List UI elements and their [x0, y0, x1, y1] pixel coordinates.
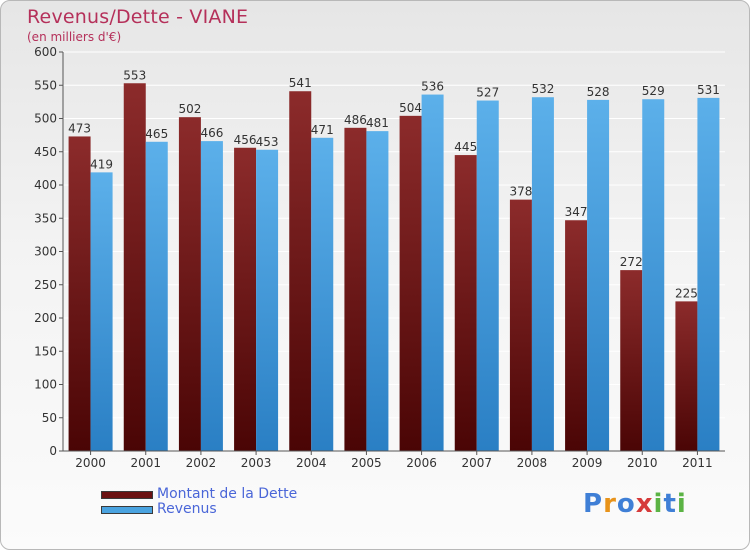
y-tick-label: 300 [34, 245, 57, 259]
bar-value-label: 225 [675, 286, 698, 300]
bar-value-label: 272 [620, 255, 643, 269]
bar-revenue-2008 [531, 97, 554, 451]
x-tick-label: 2007 [461, 456, 492, 470]
y-axis-ticks: 0 50 100 150 200 250 300 350 400 450 500 550 600 [34, 45, 57, 458]
bar-debt-2011 [675, 301, 698, 451]
logo-letter: x [635, 489, 654, 519]
logo-letter: t [663, 489, 677, 519]
legend-label-debt: Montant de la Dette [157, 486, 298, 502]
chart-grid [63, 51, 725, 452]
bar-value-label: 486 [344, 113, 367, 127]
bar-value-label: 481 [366, 116, 389, 130]
bar-value-label: 473 [68, 121, 91, 135]
bar-debt-2002 [178, 117, 201, 452]
bar-revenue-2007 [476, 100, 499, 452]
bar-value-label: 504 [399, 101, 422, 115]
logo-letter: o [616, 489, 636, 519]
x-tick-label: 2011 [682, 456, 713, 470]
bar-value-label: 502 [178, 102, 201, 116]
bar-revenue-2006 [421, 94, 444, 451]
bar-revenue-2011 [697, 97, 720, 451]
bar-revenue-2000 [90, 172, 113, 452]
chart-value-labels: 473 419 553 465 502 466 456 453 541 471 486 481 504 5… [68, 68, 720, 300]
legend-item-debt: Montant de la Dette [101, 487, 297, 502]
x-tick-label: 2005 [351, 456, 382, 470]
bar-value-label: 528 [587, 85, 610, 99]
chart-subtitle: (en milliers d'€) [27, 30, 122, 44]
bar-debt-2008 [509, 199, 532, 451]
y-tick-label: 150 [34, 344, 57, 358]
bar-revenue-2005 [366, 131, 389, 451]
x-tick-label: 2003 [241, 456, 272, 470]
bar-revenue-2009 [587, 99, 610, 451]
x-axis-ticks: 2000 2001 2002 2003 2004 2005 2006 2007 2008 2009… [75, 456, 712, 470]
bar-revenue-2001 [145, 141, 168, 451]
bar-revenue-2004 [311, 137, 334, 451]
y-tick-label: 500 [34, 112, 57, 126]
x-tick-label: 2004 [296, 456, 327, 470]
bar-value-label: 531 [697, 83, 720, 97]
bar-value-label: 466 [200, 126, 223, 140]
x-tick-label: 2009 [572, 456, 603, 470]
bar-value-label: 453 [256, 135, 279, 149]
bar-revenue-2003 [256, 149, 279, 451]
x-tick-label: 2006 [406, 456, 437, 470]
bar-debt-2007 [454, 155, 477, 451]
y-tick-label: 550 [34, 78, 57, 92]
logo-letter: r [603, 489, 617, 519]
bar-debt-2005 [344, 127, 367, 451]
y-tick-label: 200 [34, 311, 57, 325]
bar-debt-2001 [123, 83, 146, 451]
y-tick-label: 400 [34, 178, 57, 192]
x-tick-label: 2000 [75, 456, 106, 470]
bar-debt-2006 [399, 115, 422, 451]
chart-legend: Montant de la Dette Revenus [101, 487, 297, 517]
bar-revenue-2002 [200, 141, 223, 452]
bar-value-label: 445 [454, 140, 477, 154]
bar-value-label: 532 [531, 82, 554, 96]
bar-revenue-2010 [642, 99, 665, 451]
x-tick-label: 2001 [130, 456, 161, 470]
y-tick-label: 600 [34, 45, 57, 59]
bar-value-label: 378 [509, 185, 532, 199]
y-tick-label: 50 [42, 411, 57, 425]
chart-axes [59, 51, 725, 455]
logo-letter: i [676, 489, 687, 519]
y-tick-label: 100 [34, 378, 57, 392]
legend-swatch-debt [101, 490, 153, 499]
logo-letter: i [653, 489, 664, 519]
bar-value-label: 465 [145, 127, 168, 141]
logo-letter: P [583, 489, 604, 519]
chart-bars [68, 83, 720, 452]
bar-value-label: 456 [234, 133, 257, 147]
bar-value-label: 347 [565, 205, 588, 219]
legend-label-revenue: Revenus [157, 501, 217, 517]
bar-debt-2000 [68, 136, 91, 451]
x-tick-label: 2008 [517, 456, 548, 470]
proxiti-logo: Proxiti [583, 489, 687, 519]
y-tick-label: 350 [34, 211, 57, 225]
bar-debt-2010 [620, 270, 643, 451]
bar-debt-2003 [234, 147, 257, 451]
bar-value-label: 471 [311, 123, 334, 137]
bar-value-label: 541 [289, 76, 312, 90]
bar-debt-2004 [289, 91, 312, 452]
chart-title: Revenus/Dette - VIANE [27, 6, 249, 28]
legend-item-revenue: Revenus [101, 502, 297, 517]
x-tick-label: 2010 [627, 456, 658, 470]
bar-value-label: 419 [90, 157, 113, 171]
bar-value-label: 536 [421, 80, 444, 94]
bar-debt-2009 [565, 220, 588, 451]
y-tick-label: 250 [34, 278, 57, 292]
y-tick-label: 0 [49, 444, 57, 458]
bar-value-label: 527 [476, 86, 499, 100]
bar-value-label: 529 [642, 84, 665, 98]
bar-value-label: 553 [123, 68, 146, 82]
x-tick-label: 2002 [186, 456, 217, 470]
legend-swatch-revenue [101, 505, 153, 514]
y-tick-label: 450 [34, 145, 57, 159]
